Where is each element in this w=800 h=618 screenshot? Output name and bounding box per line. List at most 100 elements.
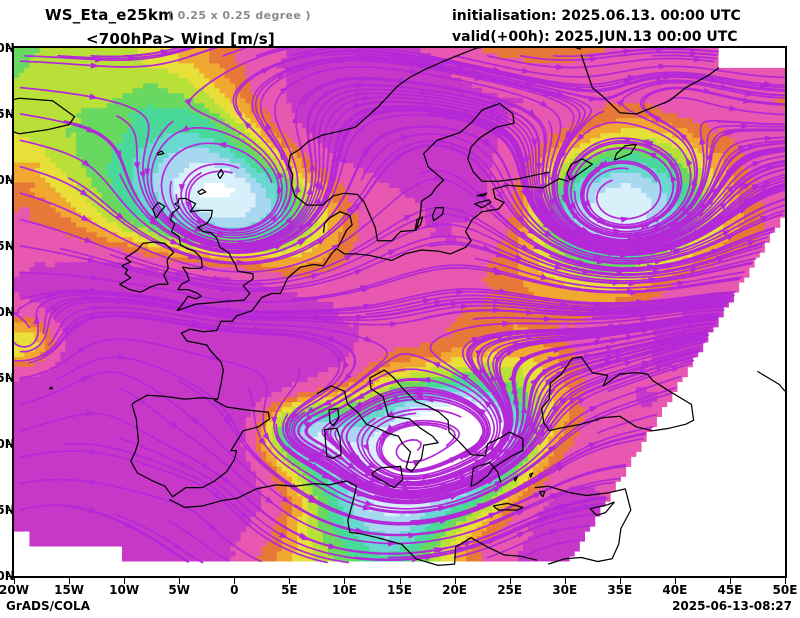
streamline xyxy=(420,55,785,89)
streamline-arrow xyxy=(492,306,502,314)
streamline-arrow xyxy=(286,222,295,231)
streamline-arrow xyxy=(260,285,270,292)
streamline-arrow xyxy=(663,319,673,327)
streamline-arrow xyxy=(738,206,748,215)
streamline-arrow xyxy=(624,360,634,367)
streamline-arrow xyxy=(362,504,372,511)
streamline-arrow xyxy=(51,306,61,314)
streamline-arrow xyxy=(539,100,549,109)
streamline-arrow xyxy=(691,176,698,186)
streamline-arrow xyxy=(744,90,755,97)
streamline xyxy=(19,178,774,273)
coastline xyxy=(385,370,524,487)
y-axis-label: 65N xyxy=(0,107,15,121)
streamline-arrow xyxy=(87,256,97,263)
streamline-arrow xyxy=(460,303,470,310)
streamline xyxy=(426,112,785,256)
streamline-arrow xyxy=(492,298,502,306)
streamline xyxy=(533,176,785,252)
streamline-arrow xyxy=(605,310,614,317)
x-tick xyxy=(785,578,786,584)
coastline xyxy=(156,150,165,156)
streamline xyxy=(24,48,196,61)
streamline-arrow xyxy=(336,356,343,366)
streamline-arrow xyxy=(84,236,94,243)
coastline xyxy=(328,407,340,427)
streamline-arrow xyxy=(410,60,420,67)
streamline xyxy=(360,133,785,262)
streamline xyxy=(534,496,607,516)
streamline-arrow xyxy=(89,93,99,100)
streamline xyxy=(618,51,717,57)
streamline-arrow xyxy=(343,254,354,262)
streamline-arrow xyxy=(422,297,433,304)
streamline-arrow xyxy=(551,91,562,97)
streamline xyxy=(570,86,785,235)
streamline xyxy=(410,425,654,522)
field-label: <700hPa> Wind [m/s] xyxy=(86,30,275,48)
streamline-arrow xyxy=(81,294,91,301)
coastline xyxy=(48,386,54,390)
streamline xyxy=(566,119,785,237)
streamline-arrow xyxy=(354,91,364,98)
streamline xyxy=(715,241,766,259)
streamline-arrow xyxy=(434,299,444,306)
coastline xyxy=(180,178,569,400)
coastline xyxy=(757,370,785,392)
streamline-arrow xyxy=(697,295,707,302)
streamline-arrow xyxy=(285,215,294,225)
coastline xyxy=(217,168,224,180)
streamline-arrow xyxy=(511,384,518,394)
generation-timestamp: 2025-06-13-08:27 xyxy=(672,599,792,613)
streamline-arrow xyxy=(202,264,212,271)
streamline-arrow xyxy=(222,477,232,486)
streamline-arrow xyxy=(139,171,146,181)
streamline-arrow xyxy=(516,531,526,539)
streamline-arrow xyxy=(491,127,500,136)
streamline-arrow xyxy=(747,240,757,247)
streamline-arrow xyxy=(118,353,128,360)
y-tick xyxy=(6,378,12,379)
streamline-arrow xyxy=(527,109,537,118)
streamline-arrow xyxy=(685,209,695,218)
streamline-arrow xyxy=(504,407,511,417)
contour-band xyxy=(14,48,745,562)
streamline-arrow xyxy=(672,339,682,346)
streamline-arrow xyxy=(543,315,553,323)
streamline-arrow xyxy=(751,161,762,168)
streamline-arrow xyxy=(279,86,289,95)
x-tick xyxy=(344,578,346,584)
streamline-arrow xyxy=(115,212,125,221)
streamline xyxy=(59,235,757,290)
streamline-arrow xyxy=(473,449,483,458)
streamline xyxy=(597,413,658,434)
streamline-arrow xyxy=(355,527,365,534)
streamline-arrow xyxy=(467,484,478,492)
streamline-arrow xyxy=(290,483,300,491)
streamline-arrow xyxy=(400,134,410,142)
streamline-arrow xyxy=(291,114,298,124)
streamline xyxy=(168,520,230,562)
streamline xyxy=(486,524,591,559)
streamline xyxy=(237,105,785,254)
x-axis-label: 5W xyxy=(168,583,190,597)
streamline xyxy=(19,338,682,510)
streamline xyxy=(288,48,785,87)
streamline-arrow xyxy=(61,325,71,334)
y-axis-label: 50N xyxy=(0,305,15,319)
streamline-arrow xyxy=(616,98,625,107)
streamline-arrow xyxy=(654,258,664,265)
streamline xyxy=(573,128,785,238)
streamline-arrow xyxy=(305,406,315,415)
streamline-arrow xyxy=(588,405,599,413)
model-name-label: WS_Eta_e25km xyxy=(45,6,174,24)
x-tick xyxy=(399,578,401,584)
streamline-arrow xyxy=(346,204,355,214)
contour-band xyxy=(152,147,668,542)
streamline-arrow xyxy=(565,130,572,141)
coastline xyxy=(431,207,445,222)
streamline-arrow xyxy=(737,145,747,152)
streamline xyxy=(275,351,700,503)
streamline-arrow xyxy=(170,421,180,429)
